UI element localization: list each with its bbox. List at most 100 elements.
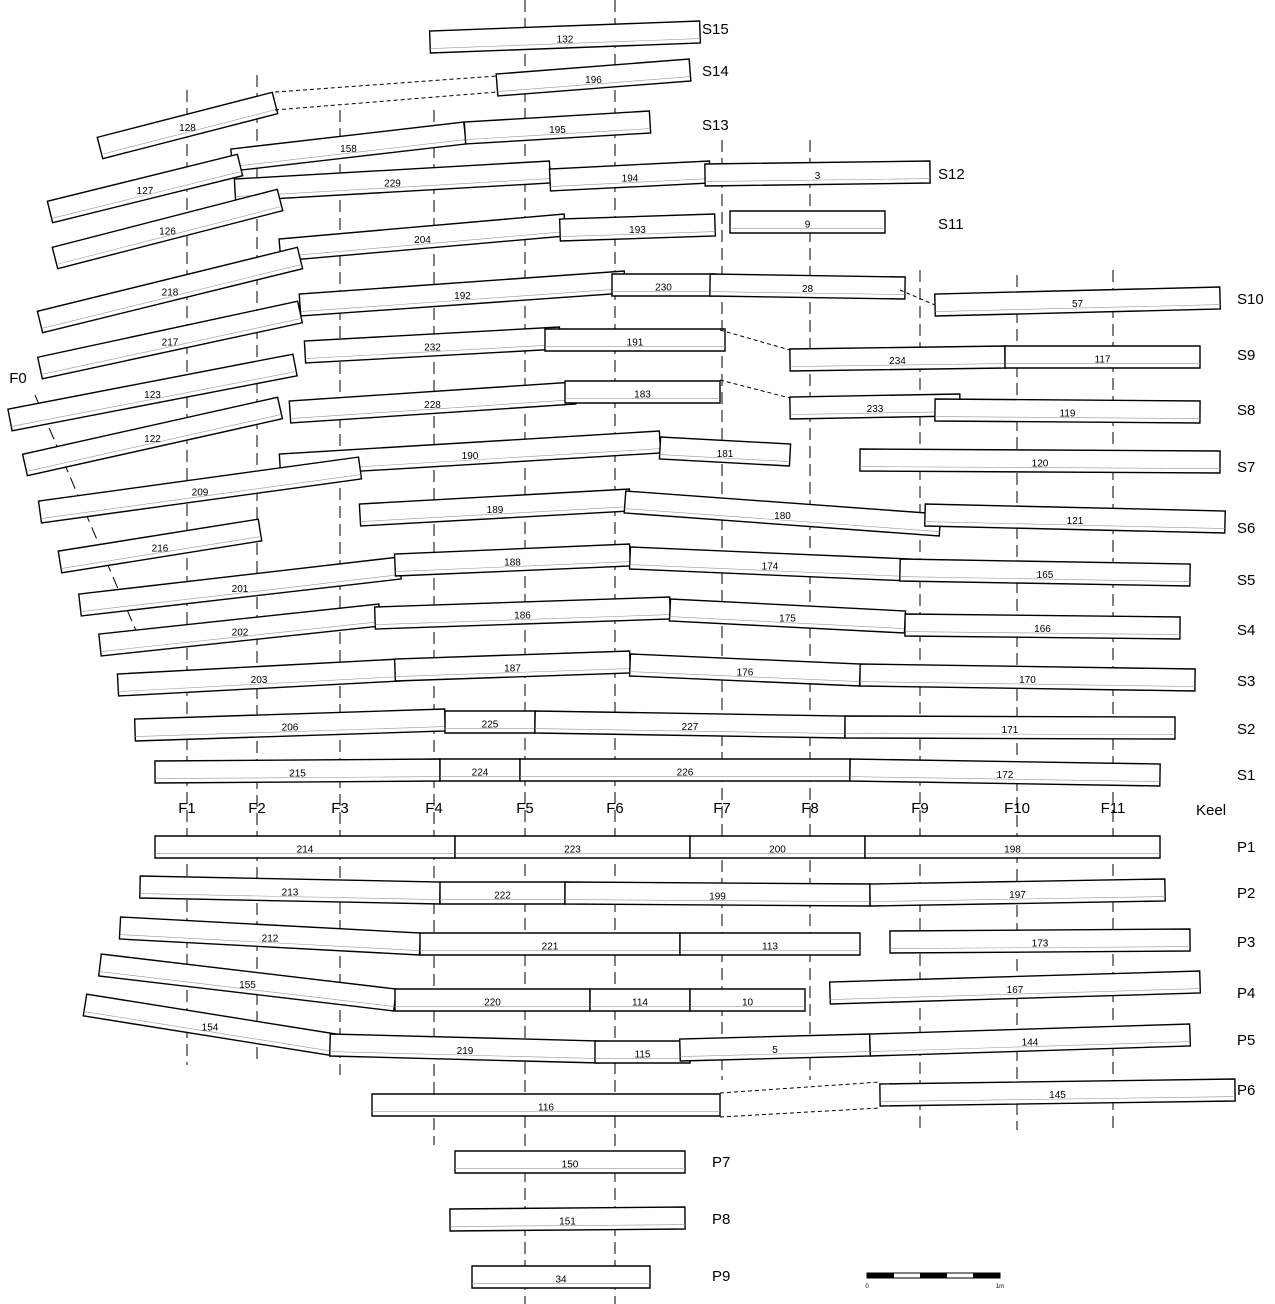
plank	[7, 353, 298, 432]
plank-edge	[659, 454, 790, 462]
connector	[719, 379, 791, 399]
plank	[233, 160, 552, 202]
plank-edge	[51, 171, 242, 219]
plank-number: 206	[282, 723, 299, 734]
plank-number: 150	[562, 1160, 579, 1171]
strake-label: S14	[702, 63, 729, 80]
frame-label: F1	[178, 800, 196, 817]
plank-edge	[560, 231, 716, 237]
plank-number: 187	[504, 664, 521, 675]
strake-label: S3	[1237, 673, 1255, 690]
scale-bar-segment	[973, 1273, 1000, 1278]
plank-edge	[790, 363, 1006, 367]
plank	[36, 300, 304, 380]
strake-label: P6	[1237, 1082, 1255, 1099]
plank-number: 183	[634, 390, 651, 401]
plank-edge	[56, 206, 282, 265]
plank-edge	[300, 288, 626, 312]
plank-edge	[41, 318, 302, 375]
plank	[934, 286, 1221, 317]
plank-number: 176	[737, 668, 754, 679]
plank	[924, 503, 1226, 534]
plank-edge	[329, 1051, 600, 1059]
frame-label: F8	[801, 800, 819, 817]
plank	[471, 1265, 651, 1289]
plank-number: 145	[1049, 1090, 1066, 1101]
frame-label: F3	[331, 800, 349, 817]
plank	[899, 558, 1191, 587]
plank	[57, 518, 263, 574]
plank-edge	[790, 411, 961, 415]
plank-number: 171	[1002, 725, 1019, 736]
plank-number: 223	[564, 845, 581, 856]
plank-edge	[135, 726, 446, 737]
plank-number: 190	[462, 451, 479, 462]
plank-edge	[101, 109, 277, 155]
plank	[869, 878, 1166, 907]
strake-label: S6	[1237, 520, 1255, 537]
plank-edge	[629, 671, 860, 682]
frame-label: F9	[911, 800, 929, 817]
plank-number: 155	[239, 980, 256, 991]
plank-number: 194	[622, 174, 639, 185]
plank-edge	[859, 466, 1220, 469]
plank-number: 186	[514, 611, 531, 622]
plank-number: 127	[137, 186, 154, 197]
plank	[373, 596, 672, 630]
plank-edge	[280, 231, 566, 257]
plank-number: 196	[585, 75, 602, 86]
frame-label: F6	[606, 800, 624, 817]
plank-edge	[290, 399, 576, 419]
plank-edge	[859, 681, 1195, 687]
plank	[844, 715, 1176, 740]
connector	[899, 289, 936, 306]
plank-edge	[360, 506, 631, 522]
plank-number: 202	[232, 628, 249, 639]
scale-start: 0	[865, 1284, 869, 1290]
plank	[729, 210, 886, 234]
plank-number: 232	[424, 343, 441, 354]
connector	[274, 91, 498, 111]
plank	[704, 160, 931, 187]
plank	[828, 970, 1202, 1005]
plank-number: 57	[1072, 299, 1084, 310]
plank	[133, 708, 447, 742]
plank-edge	[232, 139, 466, 167]
plank-number: 215	[289, 769, 306, 780]
plank	[98, 603, 382, 657]
plank-number: 114	[632, 998, 648, 1009]
plank-edge	[83, 1011, 335, 1052]
plank	[495, 58, 692, 97]
scale-end: 1m	[996, 1284, 1004, 1290]
plank-number: 132	[557, 35, 574, 46]
plank-number: 128	[179, 123, 196, 134]
plank-number: 224	[472, 768, 489, 779]
frame-label: F0	[9, 370, 27, 387]
plank-number: 121	[1067, 516, 1084, 527]
plank-number: 200	[769, 845, 786, 856]
strake-label: S8	[1237, 402, 1255, 419]
plank	[564, 380, 721, 404]
connector	[274, 75, 498, 93]
strake-label: P7	[712, 1154, 730, 1171]
plank-edge	[924, 521, 1225, 529]
plank-edge	[80, 574, 401, 612]
plank	[393, 543, 632, 577]
plank-number: 222	[494, 891, 511, 902]
plank-number: 10	[742, 998, 754, 1009]
plank	[548, 160, 712, 192]
strake-label: S5	[1237, 572, 1255, 589]
plank-edge	[844, 733, 1175, 735]
plank-edge	[564, 899, 870, 902]
plank-number: 227	[682, 722, 699, 733]
plank-number: 113	[762, 942, 778, 953]
plank	[463, 110, 652, 145]
plank	[689, 988, 806, 1012]
plank-edge	[890, 946, 1191, 949]
plank-number: 233	[867, 404, 884, 415]
plank-number: 119	[1060, 409, 1076, 420]
scale-bar-segment	[920, 1273, 947, 1278]
planks: 132 196 128 158 195 127 229 194 3 126 204 193 9 218 19…	[7, 20, 1236, 1289]
plank-edge	[709, 291, 905, 295]
plank-edge	[139, 893, 440, 900]
